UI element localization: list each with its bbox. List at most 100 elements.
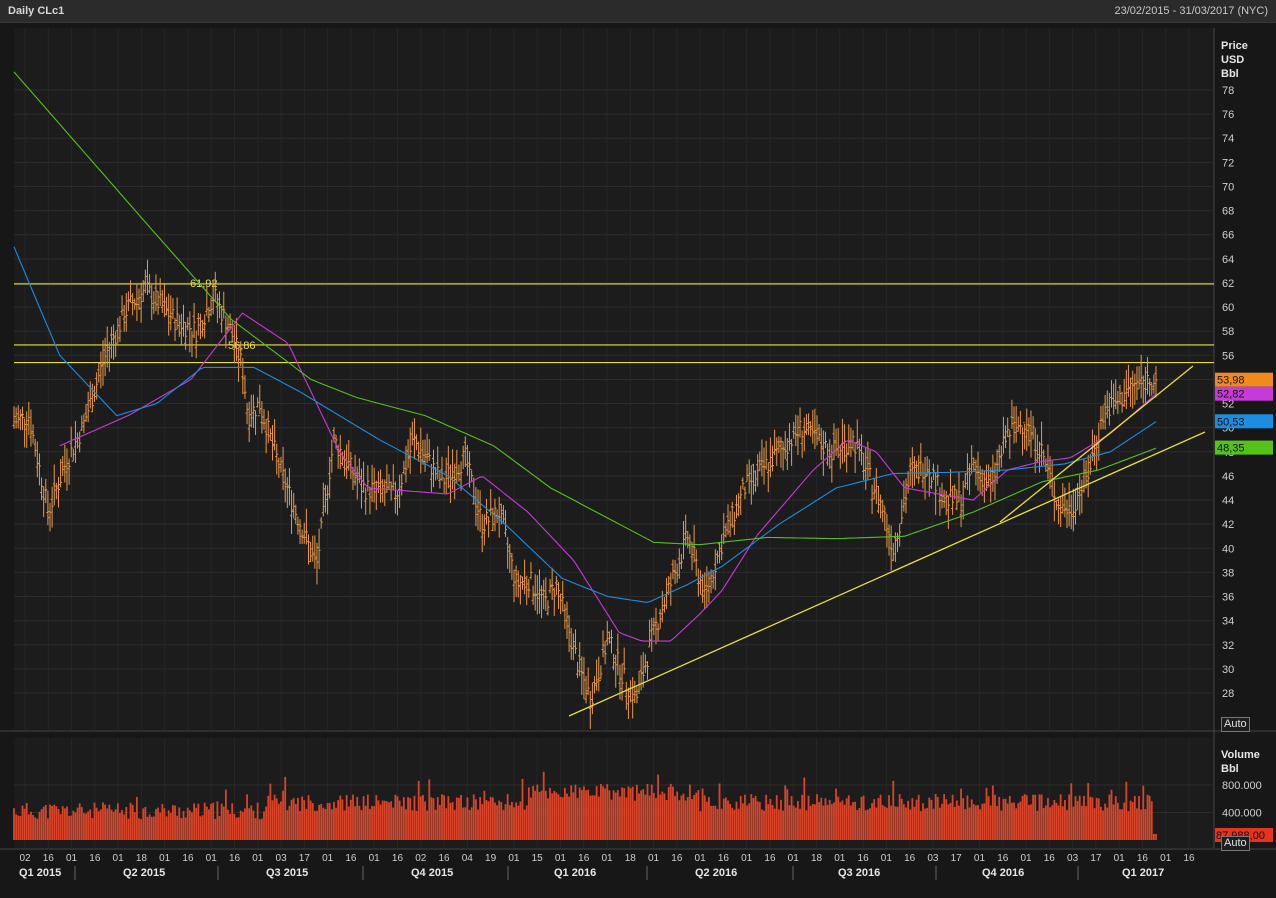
volume-bar (15, 814, 18, 840)
date-tick-label: 16 (578, 853, 590, 864)
volume-bar (996, 805, 998, 840)
volume-bar (911, 798, 914, 840)
volume-bar (341, 799, 344, 840)
volume-bar (523, 809, 526, 840)
volume-bar (1110, 789, 1113, 840)
date-tick-label: 01 (206, 853, 218, 864)
volume-bar (333, 802, 335, 840)
volume-bar (652, 792, 655, 840)
volume-bar (663, 793, 666, 840)
volume-bar (930, 799, 933, 840)
volume-bar (265, 806, 268, 840)
volume-bar (186, 807, 189, 840)
volume-bar (1044, 805, 1047, 840)
volume-bar (951, 794, 954, 840)
volume-bar (32, 814, 34, 840)
volume-bar (1063, 800, 1066, 840)
volume-bar (877, 798, 880, 840)
volume-bar (964, 809, 967, 840)
volume-bar (688, 784, 691, 840)
volume-bar (250, 805, 253, 840)
volume-bar (379, 804, 382, 840)
volume-bar (1140, 809, 1143, 840)
volume-bar (320, 803, 323, 840)
volume-bar (390, 801, 393, 840)
volume-bar (608, 790, 611, 840)
volume-bar (602, 786, 604, 840)
volume-bar (636, 784, 638, 840)
volume-bar (752, 798, 755, 840)
volume-bar (426, 810, 429, 840)
volume-bar (515, 802, 518, 840)
moving-average-line-2 (13, 246, 1157, 603)
volume-bar (1013, 802, 1015, 840)
volume-bar (1057, 805, 1060, 840)
volume-bar (248, 808, 251, 840)
volume-bar (27, 814, 30, 840)
volume-bar (856, 809, 859, 840)
volume-bar (619, 796, 621, 840)
volume-bar (49, 804, 51, 840)
volume-bar (66, 806, 68, 840)
volume-bar (684, 800, 687, 840)
volume-bar (697, 790, 700, 840)
volume-bar (1146, 794, 1149, 840)
volume-bar (807, 795, 810, 840)
volume-bar (316, 810, 318, 840)
volume-bar (1119, 809, 1121, 840)
volume-bar (1089, 796, 1092, 840)
price-auto-scale-button[interactable]: Auto (1221, 717, 1250, 732)
volume-bar (1087, 783, 1090, 840)
volume-bar (322, 807, 325, 840)
volume-bar (142, 808, 145, 840)
volume-bar (309, 800, 312, 840)
volume-bar (701, 788, 704, 840)
volume-bar (843, 804, 846, 840)
volume-bar (445, 808, 448, 840)
volume-bar (407, 797, 409, 840)
volume-bar (919, 811, 922, 840)
volume-bar (699, 811, 702, 840)
volume-bar (172, 805, 174, 840)
volume-bar (1068, 794, 1071, 840)
volume-bar (623, 788, 626, 840)
volume-bar (214, 818, 217, 840)
volume-bar (953, 806, 956, 840)
volume-axis-label: Volume (1221, 749, 1260, 761)
volume-bar (820, 797, 823, 840)
volume-bar (205, 806, 208, 840)
volume-bar (1104, 803, 1107, 840)
volume-bar (290, 799, 293, 840)
volume-bar (640, 790, 643, 840)
volume-bar (835, 788, 837, 840)
volume-bar (91, 818, 94, 840)
volume-bar (494, 802, 496, 840)
horizontal-levels (14, 283, 1214, 364)
volume-auto-scale-button[interactable]: Auto (1221, 836, 1250, 851)
price-tick-label: 76 (1222, 109, 1234, 121)
volume-bar (487, 801, 490, 840)
volume-bar (246, 794, 248, 840)
volume-bar (777, 809, 780, 840)
volume-bar (962, 798, 965, 840)
volume-bar (580, 789, 583, 840)
volume-bar (125, 806, 128, 840)
volume-bar (1144, 809, 1147, 840)
volume-bar (987, 796, 990, 840)
volume-bar (1129, 800, 1132, 840)
price-axis-label: USD (1221, 54, 1244, 66)
volume-bar (994, 794, 996, 840)
volume-bar (638, 793, 640, 840)
volume-bar (483, 790, 486, 840)
volume-bar (674, 795, 676, 840)
volume-bar (275, 798, 278, 840)
volume-bar (610, 799, 613, 840)
volume-bar (1008, 795, 1011, 840)
volume-bar (470, 807, 473, 840)
price-tick-label: 34 (1222, 616, 1234, 628)
volume-bar (324, 808, 327, 840)
volume-bar (388, 802, 390, 840)
date-tick-label: 16 (392, 853, 404, 864)
volume-bar (875, 807, 878, 840)
